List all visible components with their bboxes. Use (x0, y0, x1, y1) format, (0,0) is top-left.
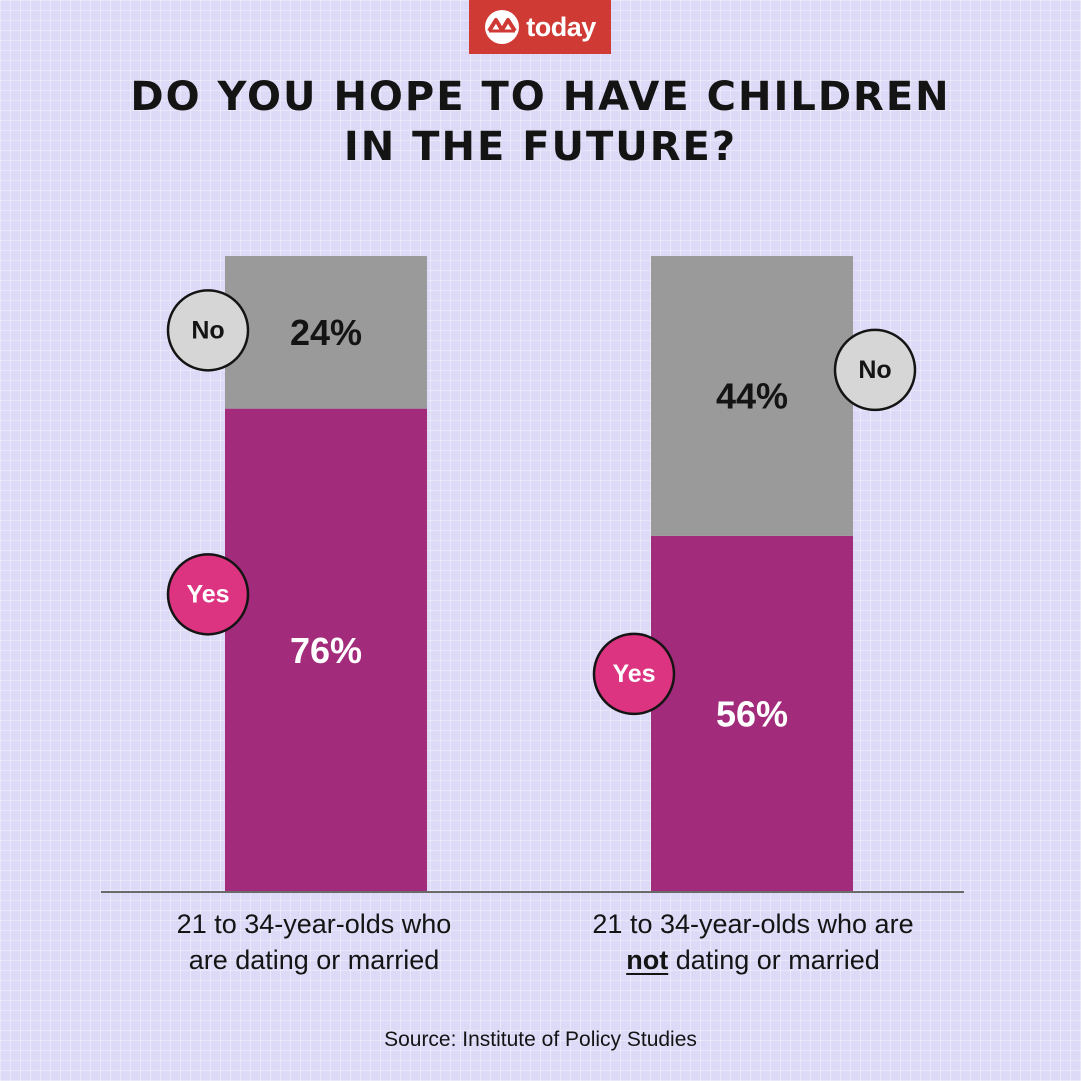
legend-badge-yes-2 (592, 632, 676, 716)
brand-mark-icon (485, 10, 520, 44)
bar-segment-yes-2 (651, 535, 853, 892)
not-emphasis: not (626, 945, 669, 975)
legend-badge-no-1 (166, 289, 250, 372)
category-label-dating: 21 to 34-year-olds who are dating or mar… (176, 909, 452, 975)
data-label-yes-1: 76% (290, 630, 362, 671)
title-line-1: DO YOU HOPE TO HAVE CHILDREN (130, 74, 951, 120)
legend-badge-label-no-2: No (858, 356, 891, 384)
logo-text: today (526, 11, 596, 42)
source-note: Source: Institute of Policy Studies (384, 1028, 697, 1051)
brand-logo: today (469, 0, 611, 54)
data-label-no-1: 24% (290, 312, 362, 353)
legend-badge-label-yes-2: Yes (612, 660, 655, 688)
category-label-not-dating: 21 to 34-year-olds who are not dating or… (592, 909, 914, 975)
legend-badge-yes-1 (166, 553, 250, 636)
legend-badge-label-yes-1: Yes (186, 580, 229, 608)
data-label-no-2: 44% (716, 375, 788, 416)
legend-badge-no-2 (833, 328, 917, 412)
legend-badge-label-no-1: No (191, 316, 224, 344)
title-line-2: IN THE FUTURE? (343, 124, 738, 170)
chart-title: DO YOU HOPE TO HAVE CHILDREN IN THE FUTU… (0, 72, 1081, 172)
bar-segment-no-1 (225, 256, 427, 409)
data-label-yes-2: 56% (716, 693, 788, 734)
bar-segment-no-2 (651, 256, 853, 536)
bar-segment-yes-1 (225, 408, 427, 892)
